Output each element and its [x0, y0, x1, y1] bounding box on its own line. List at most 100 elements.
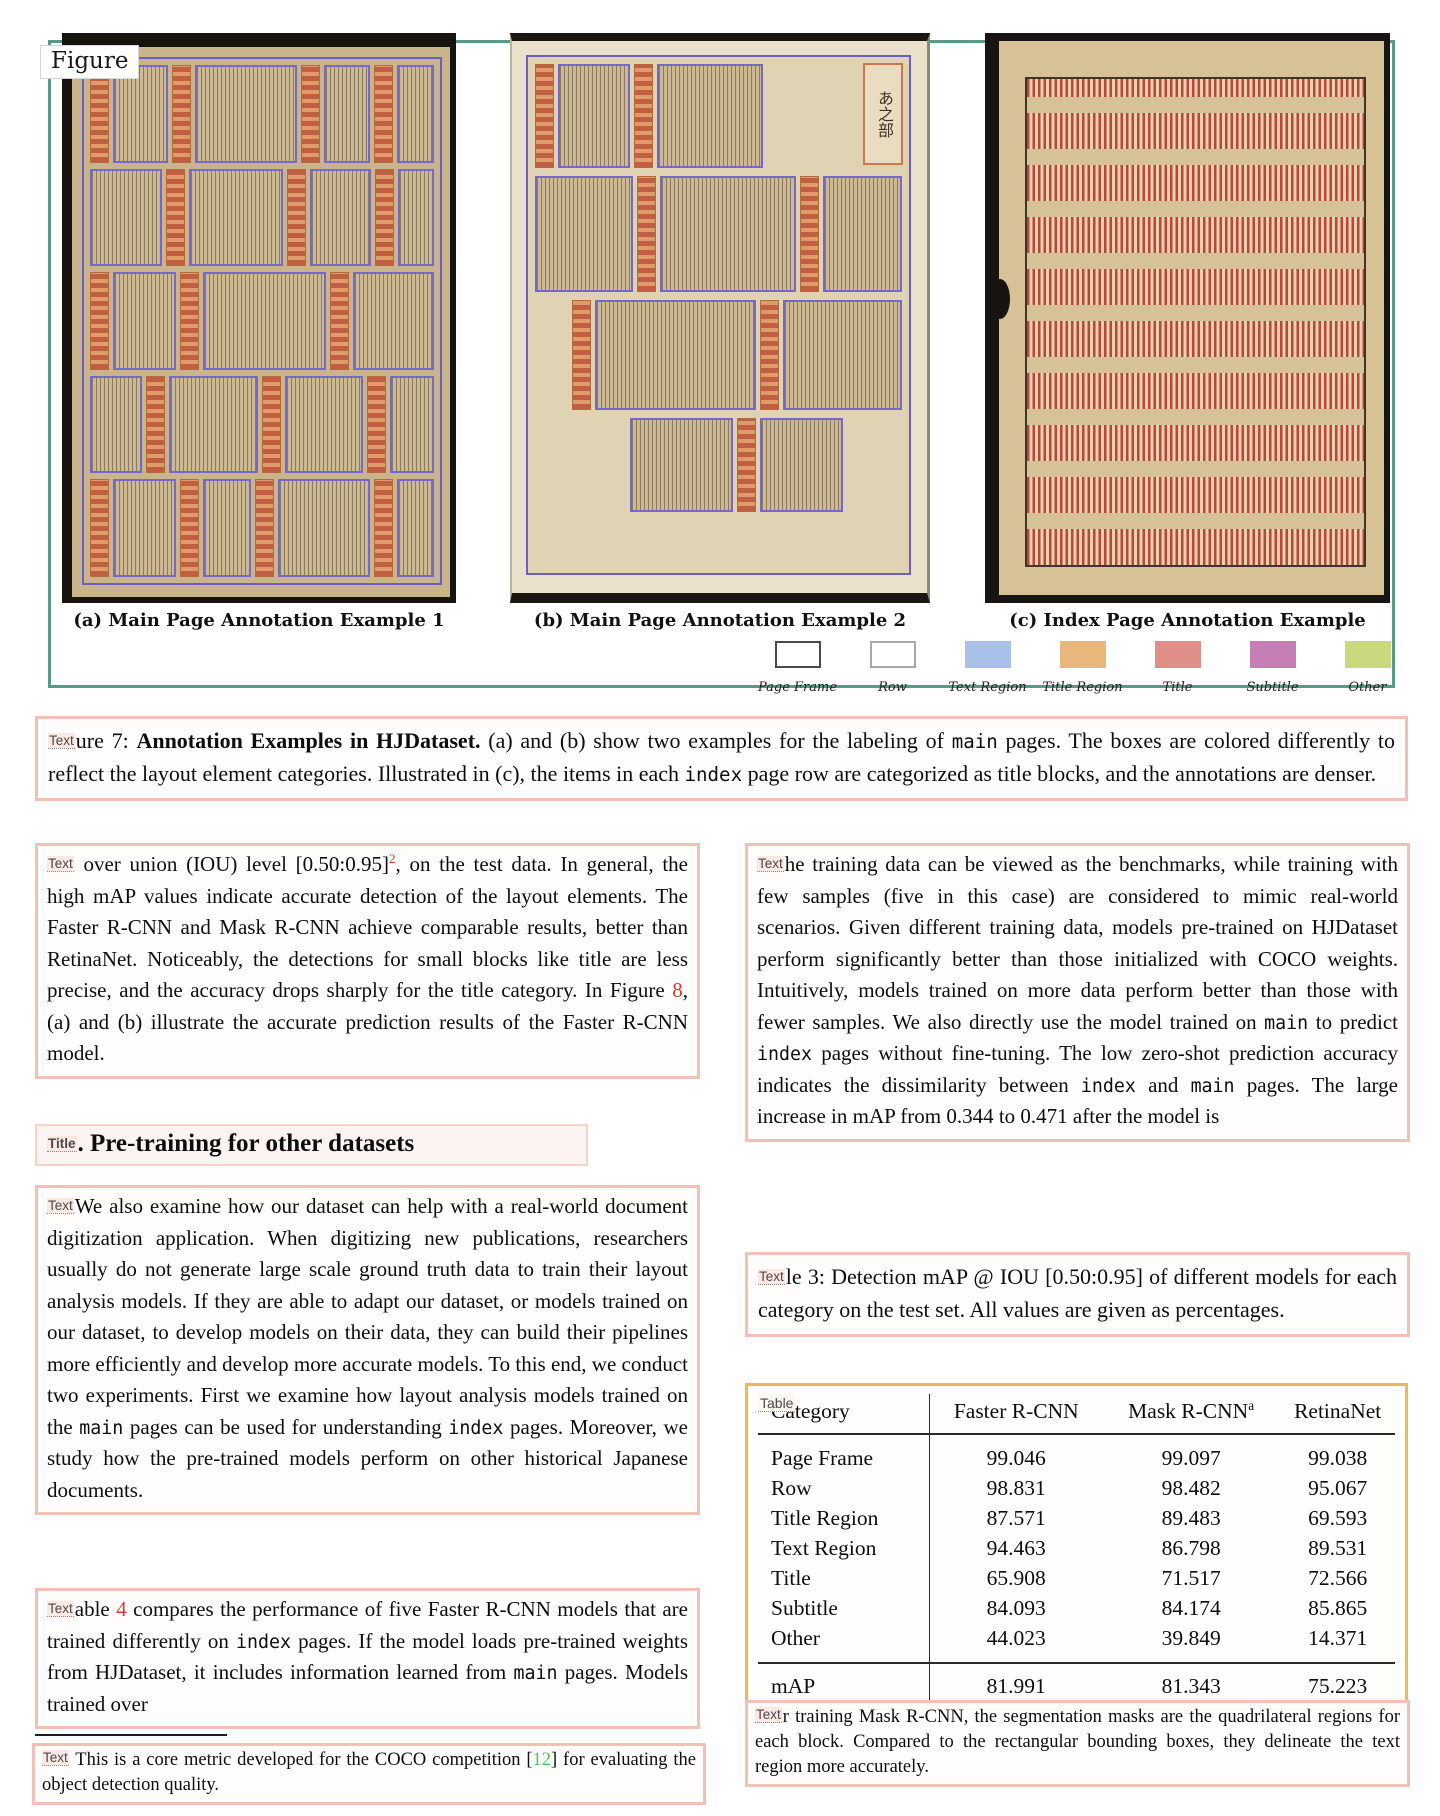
- scan-row: [90, 168, 434, 267]
- title-block: [90, 65, 109, 163]
- title-block: [373, 479, 393, 577]
- text-block: [113, 272, 177, 370]
- legend-item: Title: [1130, 641, 1225, 695]
- text-block: [324, 65, 371, 163]
- text-block: [535, 176, 634, 292]
- scan-row: [571, 300, 902, 410]
- legend-swatch: [1344, 641, 1391, 668]
- title-block: [145, 375, 165, 474]
- title-block: [759, 300, 779, 410]
- subcaption-c: (c) Index Page Annotation Example: [1009, 610, 1366, 631]
- scan-main-page-1: [62, 33, 456, 603]
- title-block: [374, 65, 394, 163]
- text-block: [195, 65, 298, 163]
- scan-row: [90, 479, 434, 577]
- paragraph-text: he training data can be viewed as the be…: [757, 852, 1399, 1128]
- table-row: Title 65.908 71.517 72.566: [758, 1563, 1395, 1594]
- section-title-block: あ之部: [863, 63, 903, 165]
- caption-text: le 3: Detection mAP @ IOU [0.50:0.95] of…: [758, 1264, 1397, 1322]
- table-row: Row 98.831 98.482 95.067: [758, 1473, 1395, 1504]
- title-block: [180, 272, 200, 370]
- legend-label: Title: [1162, 680, 1193, 695]
- scan-c-paper: [990, 41, 1384, 595]
- table-row: Other 44.023 39.849 14.371: [758, 1623, 1395, 1664]
- scan-index-page: [985, 33, 1390, 603]
- legend-swatch: [964, 641, 1011, 668]
- title-block: [261, 375, 281, 474]
- text-block: [760, 418, 844, 512]
- legend-swatch: [1059, 641, 1106, 668]
- binding-notch: [990, 279, 1010, 319]
- table3-caption: Textle 3: Detection mAP @ IOU [0.50:0.95…: [745, 1252, 1410, 1337]
- title-block: [375, 168, 395, 267]
- title-block: [367, 375, 387, 474]
- legend-label: Subtitle: [1246, 680, 1299, 695]
- legend-item: Page Frame: [750, 641, 845, 695]
- text-block: [284, 375, 364, 474]
- annotation-label-figure: Figure: [40, 45, 140, 79]
- col-header-mask-rcnn: Mask R-CNNa: [1101, 1394, 1281, 1436]
- text-block: [594, 300, 756, 410]
- map-label: mAP: [758, 1662, 931, 1705]
- title-block: [737, 418, 757, 512]
- caption-text: ure 7: Annotation Examples in HJDataset.…: [48, 728, 1396, 786]
- title-block: [637, 176, 657, 292]
- title-block: [329, 272, 349, 370]
- figure-legend: Page Frame Row Text Region Title Region Titl…: [750, 641, 1415, 695]
- text-block: [309, 168, 372, 267]
- text-block: [189, 168, 283, 267]
- paragraph-text: We also examine how our dataset can help…: [47, 1194, 689, 1502]
- text-block: [168, 375, 258, 474]
- annotation-label-table: Table: [758, 1395, 796, 1412]
- scan-row: [535, 176, 902, 292]
- title-block: [172, 65, 192, 163]
- left-paragraph-2: TextWe also examine how our dataset can …: [35, 1185, 700, 1515]
- scan-a-paper: [72, 47, 450, 597]
- title-block: [166, 168, 186, 267]
- annotation-label-text: Text: [42, 1750, 69, 1766]
- legend-label: Page Frame: [757, 680, 838, 695]
- legend-swatch: [1154, 641, 1201, 668]
- legend-item: Text Region: [940, 641, 1035, 695]
- heading-text: . Pre-training for other datasets: [77, 1130, 415, 1157]
- annotation-label-text: Text: [47, 856, 74, 872]
- map-retinanet: 75.223: [1280, 1662, 1395, 1705]
- map-mask-rcnn: 81.343: [1101, 1662, 1281, 1705]
- title-block: [180, 479, 200, 577]
- title-block: [633, 64, 653, 168]
- text-block: [113, 65, 169, 163]
- legend-item: Other: [1320, 641, 1415, 695]
- title-block: [254, 479, 274, 577]
- right-paragraph-1: Texthe training data can be viewed as th…: [745, 843, 1410, 1142]
- table-header-row: Category Faster R-CNN Mask R-CNNa Retina…: [758, 1394, 1395, 1436]
- title-block: [286, 168, 306, 267]
- scan-row: [90, 375, 434, 474]
- page-frame-annotation: [526, 55, 911, 575]
- table-row: Title Region 87.571 89.483 69.593: [758, 1503, 1395, 1534]
- paragraph-text: able 4 compares the performance of five …: [47, 1597, 688, 1716]
- text-block: [203, 272, 326, 370]
- text-block: [398, 168, 434, 267]
- annotation-label-text: Text: [755, 1707, 782, 1723]
- legend-label: Other: [1348, 680, 1387, 695]
- paragraph-text: over union (IOU) level [0.50:0.95]2, on …: [47, 851, 689, 1065]
- table-row: Page Frame 99.046 99.097 99.038: [758, 1434, 1395, 1474]
- scan-row: [90, 272, 434, 370]
- text-block: [397, 65, 434, 163]
- subcaption-a: (a) Main Page Annotation Example 1: [73, 610, 445, 631]
- text-block: [90, 168, 163, 267]
- scan-row: [90, 65, 434, 163]
- legend-swatch: [774, 641, 821, 668]
- footnote-text: r training Mask R-CNN, the segmentation …: [755, 1707, 1400, 1777]
- index-rows-grid: [1025, 77, 1366, 567]
- subcaption-b: (b) Main Page Annotation Example 2: [533, 610, 907, 631]
- annotation-label-text: Text: [47, 1601, 74, 1617]
- title-block: [90, 272, 109, 370]
- annotation-label-text: Text: [758, 1269, 785, 1285]
- scan-row: [630, 418, 844, 512]
- legend-item: Title Region: [1035, 641, 1130, 695]
- text-block: [656, 64, 763, 168]
- map-faster-rcnn: 81.991: [929, 1662, 1102, 1705]
- legend-swatch: [869, 641, 916, 668]
- text-block: [390, 375, 434, 474]
